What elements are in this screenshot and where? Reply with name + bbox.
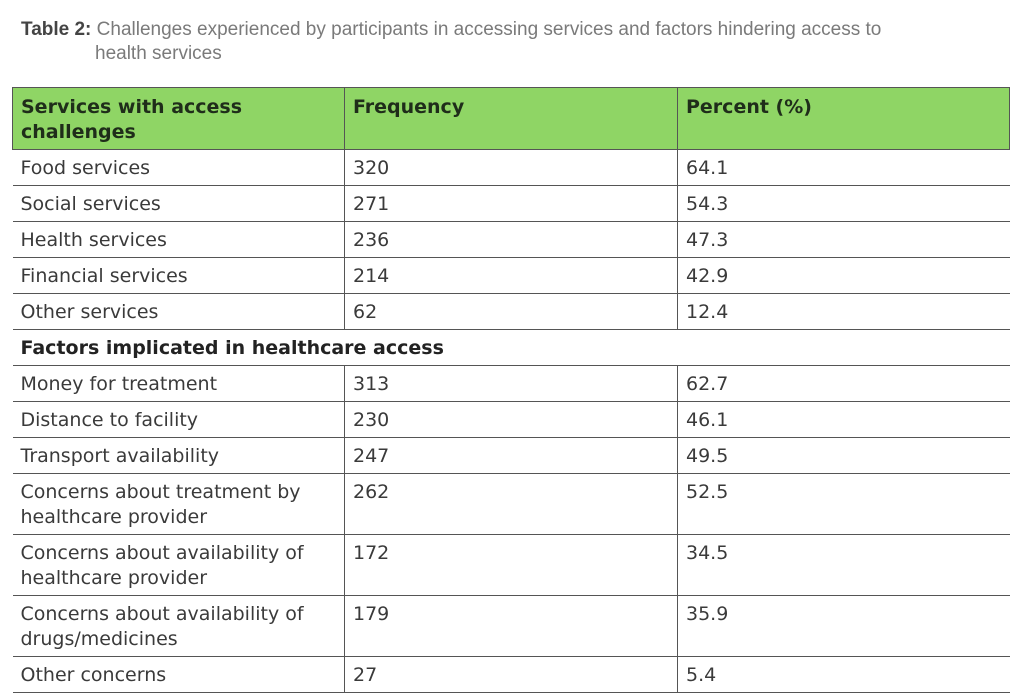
- data-table: Services with access challenges Frequenc…: [12, 87, 1010, 693]
- row-frequency: 62: [344, 293, 678, 330]
- header-frequency: Frequency: [344, 87, 678, 150]
- table-row: Concerns about treatment by healthcare p…: [12, 473, 1010, 535]
- caption-label: Table 2:: [21, 19, 92, 40]
- table-row: Other services 62 12.4: [12, 293, 1010, 330]
- row-frequency: 262: [344, 473, 678, 535]
- row-name: Concerns about treatment by healthcare p…: [12, 473, 345, 535]
- table-row: Other concerns 27 5.4: [12, 656, 1010, 693]
- row-frequency: 320: [344, 149, 678, 186]
- table-caption: Table 2: Challenges experienced by parti…: [21, 18, 981, 66]
- row-percent: 35.9: [677, 595, 1010, 657]
- row-name: Concerns about availability of healthcar…: [12, 534, 345, 596]
- row-percent: 47.3: [677, 221, 1010, 258]
- row-percent: 52.5: [677, 473, 1010, 535]
- table-row: Money for treatment 313 62.7: [12, 365, 1010, 402]
- row-frequency: 271: [344, 185, 678, 222]
- table-row: Financial services 214 42.9: [12, 257, 1010, 294]
- section-header-row: Factors implicated in healthcare access: [12, 329, 1010, 366]
- row-frequency: 27: [344, 656, 678, 693]
- row-name: Distance to facility: [12, 401, 345, 438]
- header-row: Services with access challenges Frequenc…: [12, 87, 1010, 150]
- row-frequency: 172: [344, 534, 678, 596]
- table-row: Social services 271 54.3: [12, 185, 1010, 222]
- row-percent: 42.9: [677, 257, 1010, 294]
- row-percent: 5.4: [677, 656, 1010, 693]
- table-row: Concerns about availability of drugs/med…: [12, 595, 1010, 657]
- row-percent: 64.1: [677, 149, 1010, 186]
- row-percent: 49.5: [677, 437, 1010, 474]
- row-frequency: 236: [344, 221, 678, 258]
- row-name: Food services: [12, 149, 345, 186]
- table-row: Food services 320 64.1: [12, 149, 1010, 186]
- header-services: Services with access challenges: [12, 87, 345, 150]
- row-frequency: 247: [344, 437, 678, 474]
- row-percent: 12.4: [677, 293, 1010, 330]
- row-frequency: 230: [344, 401, 678, 438]
- row-percent: 62.7: [677, 365, 1010, 402]
- row-percent: 46.1: [677, 401, 1010, 438]
- caption-text-line2: health services: [95, 43, 222, 64]
- row-name: Money for treatment: [12, 365, 345, 402]
- row-percent: 34.5: [677, 534, 1010, 596]
- row-name: Concerns about availability of drugs/med…: [12, 595, 345, 657]
- row-name: Health services: [12, 221, 345, 258]
- row-frequency: 214: [344, 257, 678, 294]
- row-frequency: 179: [344, 595, 678, 657]
- section-title: Factors implicated in healthcare access: [12, 329, 1010, 366]
- row-frequency: 313: [344, 365, 678, 402]
- row-name: Other concerns: [12, 656, 345, 693]
- row-percent: 54.3: [677, 185, 1010, 222]
- table-row: Transport availability 247 49.5: [12, 437, 1010, 474]
- table-row: Health services 236 47.3: [12, 221, 1010, 258]
- table-row: Concerns about availability of healthcar…: [12, 534, 1010, 596]
- row-name: Financial services: [12, 257, 345, 294]
- row-name: Transport availability: [12, 437, 345, 474]
- row-name: Social services: [12, 185, 345, 222]
- row-name: Other services: [12, 293, 345, 330]
- caption-text-line1: Challenges experienced by participants i…: [96, 19, 882, 40]
- table-row: Distance to facility 230 46.1: [12, 401, 1010, 438]
- header-percent: Percent (%): [677, 87, 1010, 150]
